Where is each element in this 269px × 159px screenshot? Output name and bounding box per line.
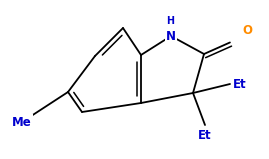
Text: Me: Me xyxy=(12,115,32,128)
Text: O: O xyxy=(242,24,252,37)
Text: Et: Et xyxy=(233,77,247,90)
Text: Et: Et xyxy=(198,129,212,142)
Text: N: N xyxy=(166,30,176,42)
Text: H: H xyxy=(166,16,174,26)
